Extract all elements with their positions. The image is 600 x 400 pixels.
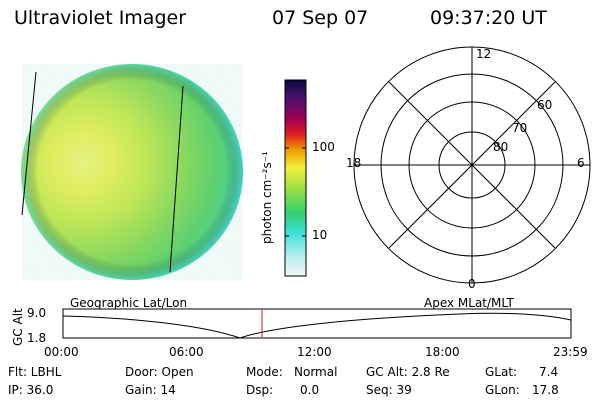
- gain-info: Gain: 14: [125, 383, 176, 397]
- orbit-x-tick: 12:00: [297, 345, 332, 359]
- mode-value: Normal: [294, 365, 338, 379]
- meridian-line: [21, 71, 37, 216]
- time: 09:37:20 UT: [430, 7, 547, 29]
- glon-value: 17.8: [532, 383, 559, 397]
- door-info: Door: Open: [125, 365, 194, 379]
- glat-value: 7.4: [539, 365, 559, 379]
- altitude-curve: [62, 312, 572, 339]
- orbit-x-tick: 23:59: [553, 345, 588, 359]
- orbit-left-title: Geographic Lat/Lon: [70, 296, 188, 310]
- mlt-label-18: 18: [346, 156, 362, 170]
- gcalt-info: GC Alt: 2.8 Re: [366, 365, 450, 379]
- date: 07 Sep 07: [272, 7, 369, 29]
- mlt-label-6: 6: [577, 156, 585, 170]
- orbit-x-tick: 06:00: [169, 345, 204, 359]
- mlt-label-0: 0: [468, 277, 476, 291]
- glat-label: GLat:: [485, 365, 518, 379]
- filter-info: Flt: LBHL: [8, 365, 62, 379]
- mlt-label-12: 12: [476, 47, 492, 61]
- lat-label-80: 80: [493, 140, 509, 154]
- meridian-line: [169, 85, 184, 273]
- orbit-y-tick: 1.8: [27, 331, 47, 345]
- glon-label: GLon:: [485, 383, 520, 397]
- seq-info: Seq: 39: [366, 383, 412, 397]
- dsp-value: 0.0: [300, 383, 320, 397]
- mode-label: Mode:: [246, 365, 283, 379]
- orbit-x-tick: 18:00: [425, 345, 460, 359]
- title: Ultraviolet Imager: [14, 7, 187, 29]
- orbit-x-tick: 00:00: [44, 345, 79, 359]
- orbit-y-tick: 9.0: [27, 306, 47, 320]
- lat-label-60: 60: [537, 98, 553, 112]
- colorbar-tick-10: 10: [312, 228, 328, 242]
- lat-label-70: 70: [512, 121, 528, 135]
- orbit-right-title: Apex MLat/MLT: [424, 296, 514, 310]
- dsp-label: Dsp:: [246, 383, 274, 397]
- ip-info: IP: 36.0: [8, 383, 54, 397]
- colorbar-tick-100: 100: [312, 140, 335, 154]
